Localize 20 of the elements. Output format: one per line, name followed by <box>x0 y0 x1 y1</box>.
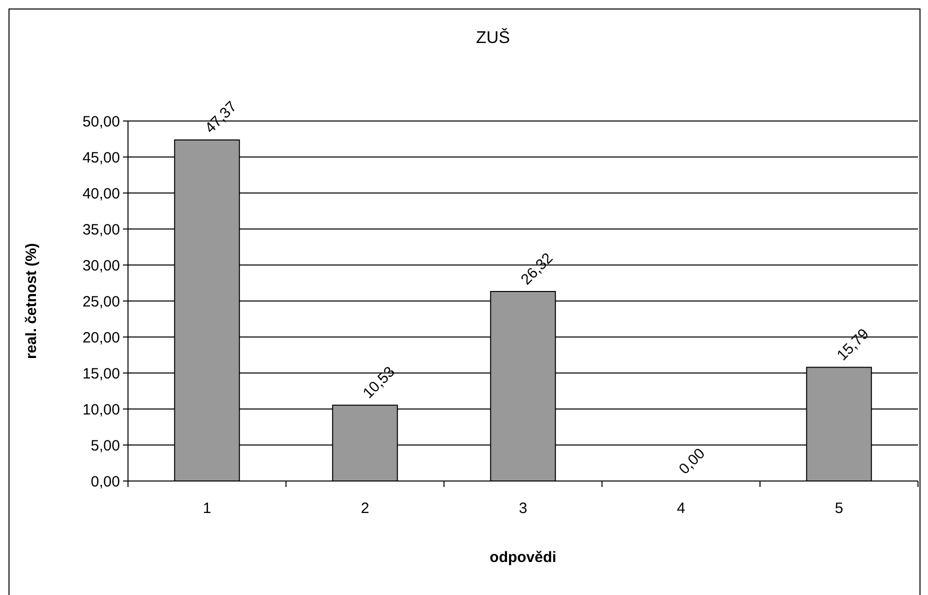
x-tick-label: 4 <box>676 500 686 517</box>
y-tick-label: 50,00 <box>82 113 120 130</box>
y-tick-label: 40,00 <box>82 185 120 202</box>
y-tick-label: 25,00 <box>82 293 120 310</box>
x-tick-label: 2 <box>360 500 370 517</box>
x-axis-title: odpovědi <box>490 549 556 566</box>
y-tick-label: 5,00 <box>90 437 120 454</box>
x-tick-label: 5 <box>834 500 844 517</box>
y-tick-label: 10,00 <box>82 401 120 418</box>
y-tick-label: 35,00 <box>82 221 120 238</box>
y-axis-title: real. četnost (%) <box>23 243 40 359</box>
chart-title: ZUŠ <box>476 28 510 47</box>
y-tick-label: 20,00 <box>82 329 120 346</box>
y-tick-label: 30,00 <box>82 257 120 274</box>
data-label: 0,00 <box>676 445 708 478</box>
x-tick-label: 3 <box>518 500 528 517</box>
y-tick-label: 45,00 <box>82 149 120 166</box>
x-tick-label: 1 <box>202 500 212 517</box>
y-tick-label: 0,00 <box>90 473 120 490</box>
y-tick-label: 15,00 <box>82 365 120 382</box>
